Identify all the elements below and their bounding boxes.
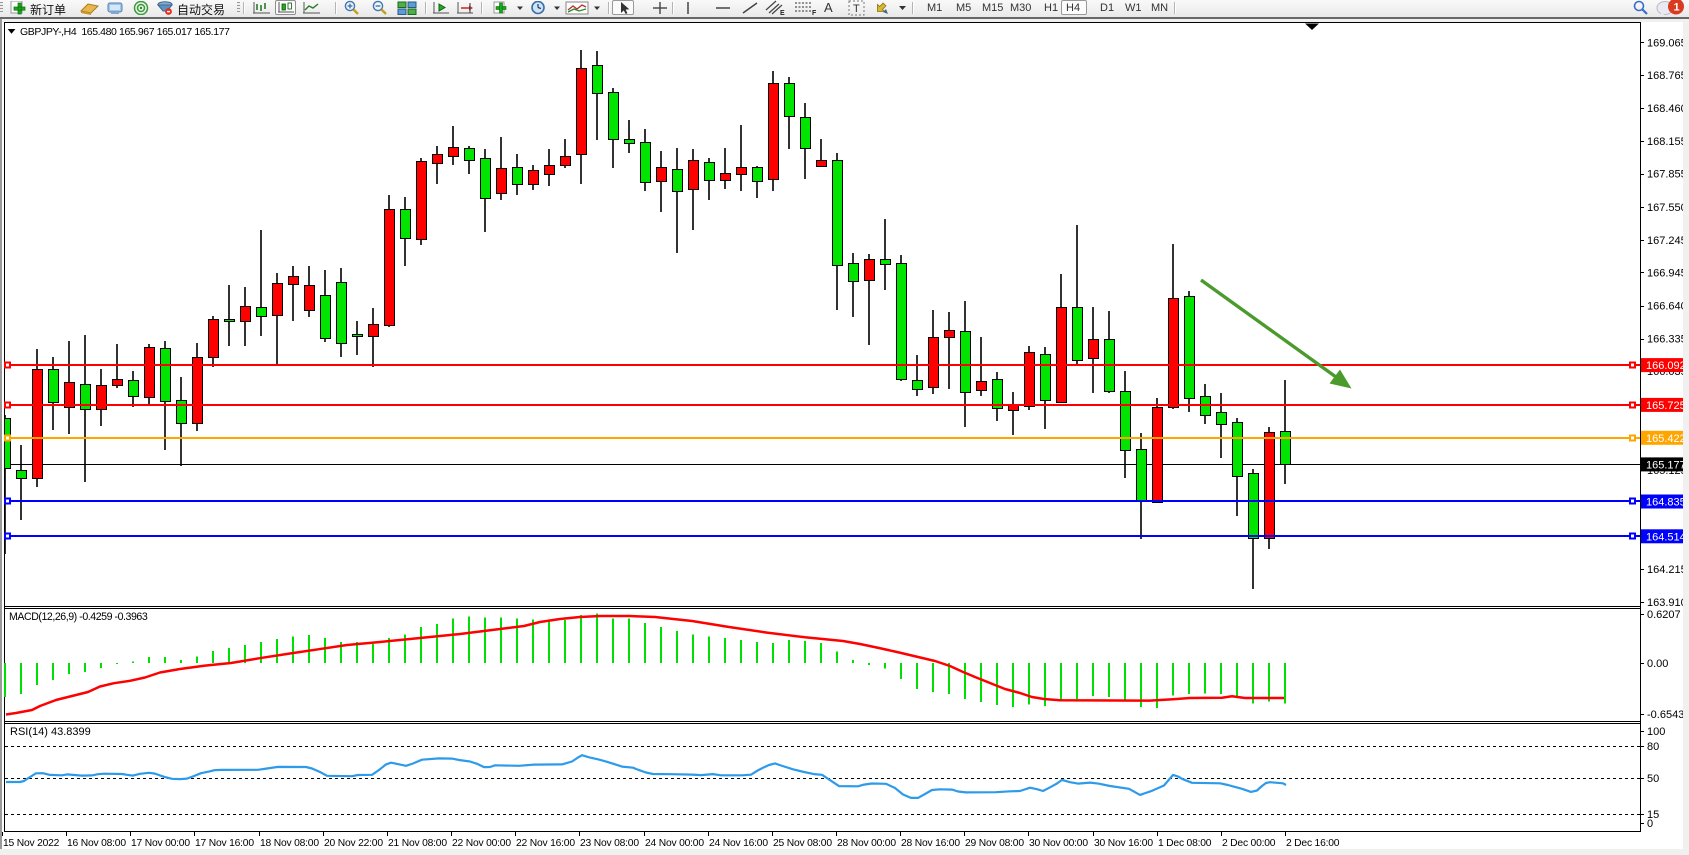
svg-text:17 Nov 16:00: 17 Nov 16:00 — [195, 838, 254, 849]
svg-text:2 Dec 00:00: 2 Dec 00:00 — [1222, 838, 1276, 849]
svg-text:165.422: 165.422 — [1646, 433, 1686, 445]
svg-text:23 Nov 08:00: 23 Nov 08:00 — [580, 838, 639, 849]
svg-text:24 Nov 16:00: 24 Nov 16:00 — [709, 838, 768, 849]
svg-text:30 Nov 00:00: 30 Nov 00:00 — [1029, 838, 1088, 849]
svg-text:28 Nov 00:00: 28 Nov 00:00 — [837, 838, 896, 849]
svg-text:166.945: 166.945 — [1647, 268, 1687, 280]
svg-text:20 Nov 22:00: 20 Nov 22:00 — [324, 838, 383, 849]
svg-text:MACD(12,26,9) -0.4259 -0.3963: MACD(12,26,9) -0.4259 -0.3963 — [9, 611, 148, 623]
svg-text:0: 0 — [1647, 818, 1653, 830]
svg-text:165.725: 165.725 — [1646, 400, 1686, 412]
svg-text:0.00: 0.00 — [1647, 658, 1668, 670]
svg-text:1 Dec 08:00: 1 Dec 08:00 — [1158, 838, 1212, 849]
svg-text:RSI(14) 43.8399: RSI(14) 43.8399 — [10, 726, 91, 738]
svg-text:169.065: 169.065 — [1647, 37, 1687, 49]
svg-text:15 Nov 2022: 15 Nov 2022 — [3, 838, 60, 849]
svg-text:17 Nov 00:00: 17 Nov 00:00 — [131, 838, 190, 849]
svg-text:21 Nov 08:00: 21 Nov 08:00 — [388, 838, 447, 849]
svg-text:1: 1 — [1674, 2, 1680, 14]
svg-text:165.177: 165.177 — [1646, 459, 1686, 471]
svg-text:22 Nov 00:00: 22 Nov 00:00 — [452, 838, 511, 849]
svg-text:166.092: 166.092 — [1646, 360, 1686, 372]
svg-text:163.910: 163.910 — [1647, 597, 1687, 609]
svg-text:166.335: 166.335 — [1647, 334, 1687, 346]
svg-text:168.765: 168.765 — [1647, 70, 1687, 82]
svg-text:166.640: 166.640 — [1647, 301, 1687, 313]
svg-text:167.550: 167.550 — [1647, 202, 1687, 214]
svg-text:T: T — [853, 3, 860, 15]
svg-text:24 Nov 00:00: 24 Nov 00:00 — [645, 838, 704, 849]
svg-text:F: F — [812, 10, 817, 16]
svg-text:GBPJPY-,H4 165.480 165.967 16: GBPJPY-,H4 165.480 165.967 165.017 165.1… — [20, 26, 230, 38]
svg-text:16 Nov 08:00: 16 Nov 08:00 — [67, 838, 126, 849]
svg-text:164.835: 164.835 — [1646, 497, 1686, 509]
svg-text:168.155: 168.155 — [1647, 136, 1687, 148]
svg-text:-0.6543: -0.6543 — [1647, 709, 1684, 721]
svg-text:25 Nov 08:00: 25 Nov 08:00 — [773, 838, 832, 849]
svg-text:164.215: 164.215 — [1647, 564, 1687, 576]
svg-text:28 Nov 16:00: 28 Nov 16:00 — [901, 838, 960, 849]
svg-text:80: 80 — [1647, 741, 1659, 753]
svg-text:50: 50 — [1647, 773, 1659, 785]
svg-text:0.6207: 0.6207 — [1647, 609, 1681, 621]
svg-text:E: E — [780, 10, 785, 16]
svg-text:167.245: 167.245 — [1647, 235, 1687, 247]
svg-text:30 Nov 16:00: 30 Nov 16:00 — [1094, 838, 1153, 849]
svg-text:22 Nov 16:00: 22 Nov 16:00 — [516, 838, 575, 849]
svg-text:29 Nov 08:00: 29 Nov 08:00 — [965, 838, 1024, 849]
svg-text:168.460: 168.460 — [1647, 103, 1687, 115]
svg-text:18 Nov 08:00: 18 Nov 08:00 — [260, 838, 319, 849]
svg-text:167.855: 167.855 — [1647, 169, 1687, 181]
svg-text:15: 15 — [1647, 809, 1659, 821]
svg-text:100: 100 — [1647, 726, 1665, 738]
svg-text:2 Dec 16:00: 2 Dec 16:00 — [1286, 838, 1340, 849]
svg-text:164.514: 164.514 — [1646, 531, 1686, 543]
